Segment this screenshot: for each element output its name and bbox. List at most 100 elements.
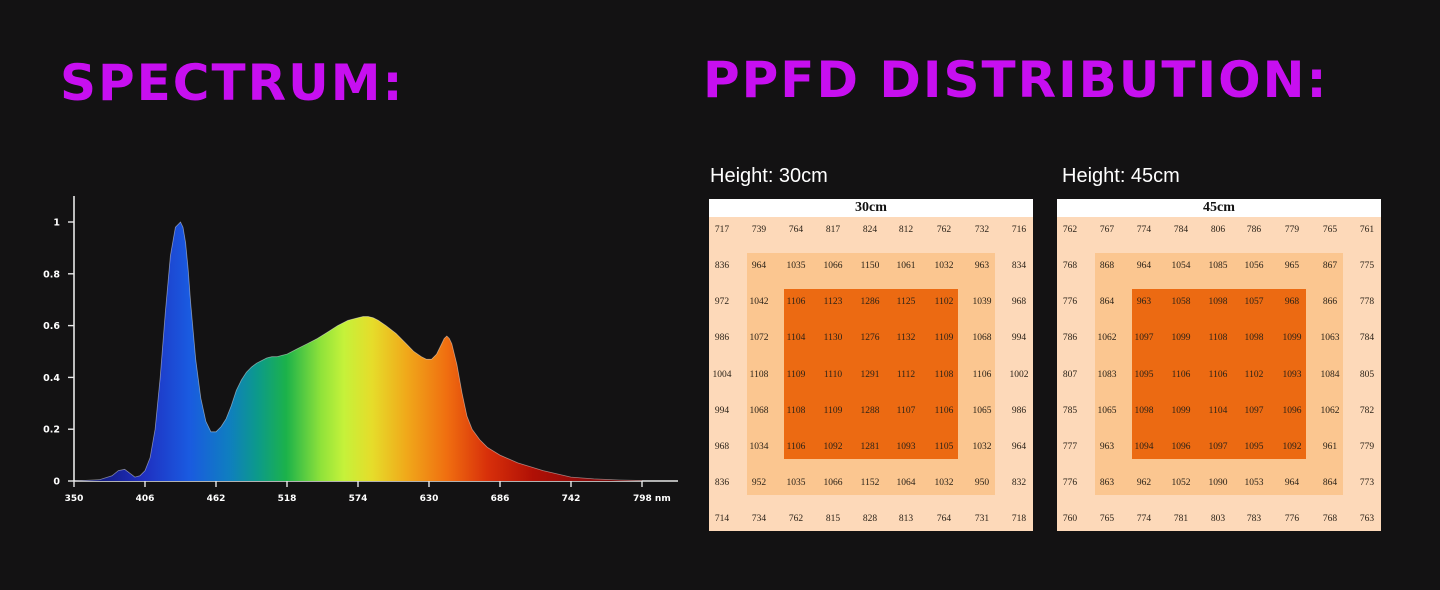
- y-tick-label: 0.4: [43, 373, 60, 384]
- ppfd-cell: 968: [1011, 297, 1027, 307]
- ppfd-cell: 868: [1099, 261, 1115, 271]
- ppfd-cell: 1058: [1171, 297, 1191, 307]
- ppfd-cell: 994: [1011, 333, 1027, 343]
- x-tick-label: 406: [136, 494, 155, 504]
- ppfd-cell: 1107: [896, 406, 916, 416]
- ppfd-grid-30cm: 30cm 717 739 764 817 824 812 762 732 716 836 964 10…: [709, 199, 1033, 531]
- ppfd-cell: 1106: [972, 370, 992, 380]
- high-zone: [784, 289, 958, 459]
- ppfd-cell: 1032: [934, 261, 954, 271]
- spectrum-line: [73, 221, 643, 482]
- ppfd-cell: 765: [1322, 225, 1338, 235]
- ppfd-cell: 1108: [1208, 333, 1228, 343]
- ppfd-cell: 1099: [1171, 406, 1191, 416]
- ppfd-cell: 963: [974, 261, 990, 271]
- ppfd-cell: 1281: [860, 442, 880, 452]
- y-tick-label: 0: [53, 477, 60, 488]
- ppfd-cell: 768: [1062, 261, 1078, 271]
- ppfd-cell: 1068: [749, 406, 769, 416]
- spectrum-area: [74, 222, 642, 481]
- ppfd-cell: 1093: [1282, 370, 1302, 380]
- ppfd-cell: 964: [751, 261, 767, 271]
- ppfd-cell: 1102: [934, 297, 954, 307]
- ppfd-cell: 1066: [823, 478, 843, 488]
- ppfd-cell: 1109: [786, 370, 806, 380]
- x-tick-label: 574: [349, 494, 368, 504]
- ppfd-cell: 968: [1284, 297, 1300, 307]
- ppfd-cell: 774: [1136, 225, 1152, 235]
- ppfd-cell: 1039: [972, 297, 992, 307]
- ppfd-cell: 1097: [1134, 333, 1154, 343]
- ppfd-cell: 1288: [860, 406, 880, 416]
- ppfd-cell: 866: [1322, 297, 1338, 307]
- ppfd-cell: 776: [1284, 514, 1300, 524]
- ppfd-cell: 824: [862, 225, 878, 235]
- ppfd-cell: 762: [788, 514, 804, 524]
- ppfd-cell: 783: [1246, 514, 1262, 524]
- ppfd-cell: 781: [1173, 514, 1189, 524]
- ppfd-cell: 803: [1210, 514, 1226, 524]
- x-tick-label: 462: [207, 494, 226, 504]
- ppfd-cell: 1097: [1208, 442, 1228, 452]
- ppfd-cell: 1098: [1244, 333, 1264, 343]
- ppfd-cell: 1105: [934, 442, 954, 452]
- ppfd-cell: 1104: [786, 333, 806, 343]
- ppfd-cell: 806: [1210, 225, 1226, 235]
- ppfd-cell: 1035: [786, 261, 806, 271]
- ppfd-cell: 1112: [896, 370, 916, 380]
- ppfd-cell: 777: [1062, 442, 1078, 452]
- y-tick-label: 0.2: [43, 425, 60, 436]
- grid-area-45cm: 762 767 774 784 806 786 779 765 761 768 868 964 1054…: [1057, 217, 1381, 531]
- ppfd-cell: 1108: [934, 370, 954, 380]
- ppfd-cell: 1096: [1282, 406, 1302, 416]
- high-zone: [1132, 289, 1306, 459]
- ppfd-cell: 807: [1062, 370, 1078, 380]
- ppfd-cell: 1276: [860, 333, 880, 343]
- ppfd-cell: 1034: [749, 442, 769, 452]
- ppfd-cell: 786: [1246, 225, 1262, 235]
- ppfd-cell: 782: [1359, 406, 1375, 416]
- ppfd-cell: 972: [714, 297, 730, 307]
- ppfd-cell: 732: [974, 225, 990, 235]
- ppfd-cell: 836: [714, 478, 730, 488]
- ppfd-cell: 1004: [712, 370, 732, 380]
- ppfd-cell: 963: [1136, 297, 1152, 307]
- ppfd-cell: 828: [862, 514, 878, 524]
- ppfd-cell: 762: [1062, 225, 1078, 235]
- ppfd-cell: 1291: [860, 370, 880, 380]
- ppfd-cell: 961: [1322, 442, 1338, 452]
- ppfd-cell: 779: [1284, 225, 1300, 235]
- ppfd-cell: 775: [1359, 261, 1375, 271]
- ppfd-cell: 815: [825, 514, 841, 524]
- ppfd-cell: 832: [1011, 478, 1027, 488]
- ppfd-cell: 950: [974, 478, 990, 488]
- ppfd-cell: 731: [974, 514, 990, 524]
- ppfd-cell: 784: [1359, 333, 1375, 343]
- ppfd-cell: 1125: [896, 297, 916, 307]
- ppfd-cell: 1092: [823, 442, 843, 452]
- ppfd-cell: 1068: [972, 333, 992, 343]
- grid-title-30cm: 30cm: [855, 200, 887, 215]
- ppfd-cell: 1065: [972, 406, 992, 416]
- ppfd-cell: 768: [1322, 514, 1338, 524]
- ppfd-cell: 785: [1062, 406, 1078, 416]
- ppfd-cell: 1099: [1171, 333, 1191, 343]
- ppfd-cell: 734: [751, 514, 767, 524]
- spectrum-chart: 0 0.2 0.4 0.6 0.8 1 350 406 462 518 574 630 686 742 79…: [43, 196, 678, 504]
- ppfd-grid-45cm: 45cm 762 767 774 784 806 786 779 765 761 768 868 96…: [1057, 199, 1381, 531]
- ppfd-cell: 1084: [1320, 370, 1340, 380]
- ppfd-cell: 986: [1011, 406, 1027, 416]
- ppfd-cell: 1106: [934, 406, 954, 416]
- ppfd-cell: 786: [1062, 333, 1078, 343]
- ppfd-cell: 784: [1173, 225, 1189, 235]
- ppfd-cell: 776: [1062, 297, 1078, 307]
- ppfd-cell: 1095: [1134, 370, 1154, 380]
- ppfd-cell: 1066: [823, 261, 843, 271]
- ppfd-cell: 1090: [1208, 478, 1228, 488]
- spectrum-heading: SPECTRUM:: [60, 54, 405, 112]
- ppfd-cell: 1032: [934, 478, 954, 488]
- height-label-30cm: Height: 30cm: [710, 165, 828, 187]
- ppfd-cell: 1065: [1097, 406, 1117, 416]
- ppfd-cell: 1032: [972, 442, 992, 452]
- ppfd-cell: 1286: [860, 297, 880, 307]
